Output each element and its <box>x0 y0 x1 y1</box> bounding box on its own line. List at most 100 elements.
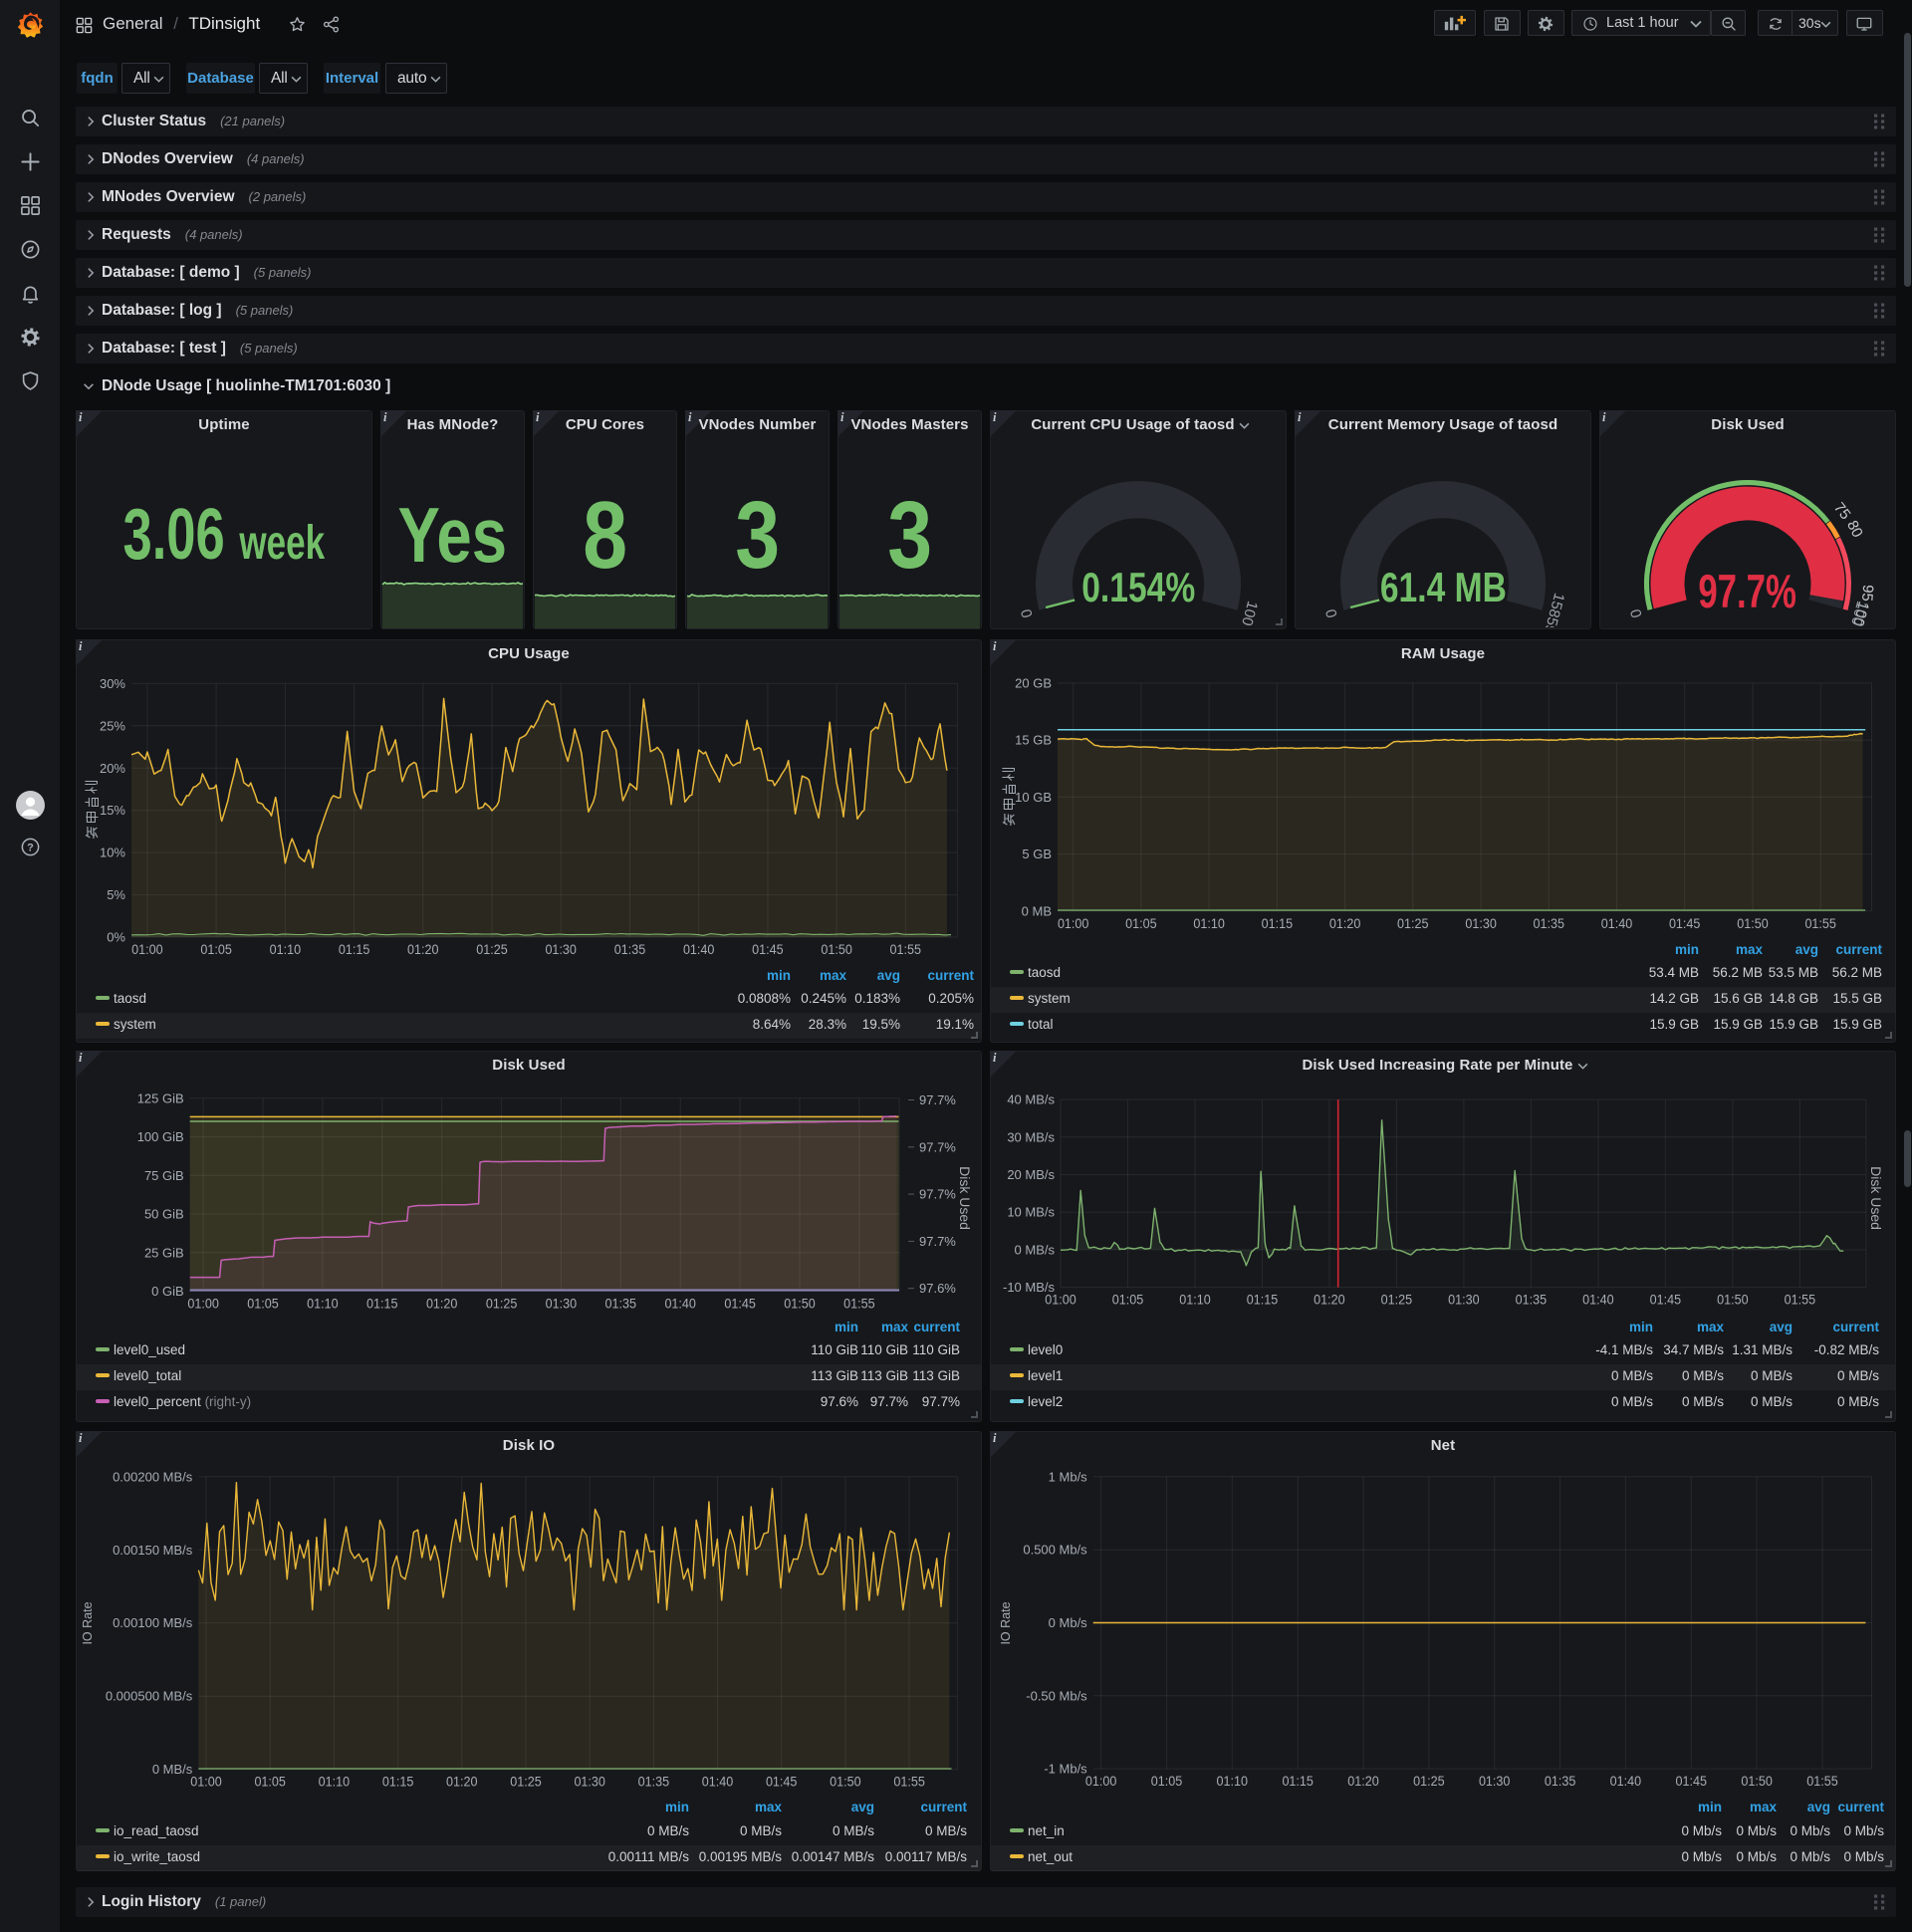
svg-text:0 GiB: 0 GiB <box>151 1284 184 1299</box>
svg-text:01:55: 01:55 <box>843 1297 875 1312</box>
svg-text:15%: 15% <box>100 803 125 818</box>
svg-text:75 GiB: 75 GiB <box>144 1168 184 1183</box>
svg-text:01:05: 01:05 <box>1125 916 1157 931</box>
svg-text:30 MB/s: 30 MB/s <box>1007 1129 1055 1144</box>
svg-text:0.000500 MB/s: 0.000500 MB/s <box>106 1689 193 1704</box>
svg-text:01:30: 01:30 <box>546 1297 578 1312</box>
svg-text:97.7%: 97.7% <box>919 1092 956 1107</box>
svg-text:01:20: 01:20 <box>426 1297 458 1312</box>
svg-text:01:30: 01:30 <box>1448 1293 1480 1308</box>
svg-text:01:20: 01:20 <box>1347 1774 1379 1789</box>
svg-text:01:50: 01:50 <box>830 1775 861 1790</box>
svg-text:125 GiB: 125 GiB <box>137 1090 184 1105</box>
svg-text:01:55: 01:55 <box>1804 916 1836 931</box>
svg-text:20%: 20% <box>100 761 125 776</box>
svg-text:20 GB: 20 GB <box>1015 675 1052 690</box>
svg-text:01:45: 01:45 <box>1669 916 1701 931</box>
svg-text:97.7%: 97.7% <box>919 1187 956 1202</box>
svg-text:01:35: 01:35 <box>1545 1774 1576 1789</box>
svg-text:25%: 25% <box>100 718 125 733</box>
svg-text:01:30: 01:30 <box>1465 916 1497 931</box>
svg-text:01:35: 01:35 <box>614 942 646 957</box>
svg-text:01:45: 01:45 <box>1676 1774 1708 1789</box>
svg-text:01:05: 01:05 <box>254 1775 286 1790</box>
svg-text:0.500 Mb/s: 0.500 Mb/s <box>1023 1543 1087 1558</box>
svg-text:01:30: 01:30 <box>1479 1774 1511 1789</box>
svg-text:01:00: 01:00 <box>131 942 163 957</box>
svg-text:01:25: 01:25 <box>510 1775 542 1790</box>
svg-text:100: 100 <box>1849 600 1872 627</box>
svg-text:1 Mb/s: 1 Mb/s <box>1049 1469 1088 1484</box>
svg-text:-1 Mb/s: -1 Mb/s <box>1044 1762 1087 1777</box>
svg-text:0 MB: 0 MB <box>1022 903 1052 918</box>
svg-text:01:40: 01:40 <box>664 1297 696 1312</box>
svg-text:01:15: 01:15 <box>1282 1774 1314 1789</box>
svg-text:0%: 0% <box>107 930 125 945</box>
svg-text:01:15: 01:15 <box>382 1775 414 1790</box>
svg-text:01:05: 01:05 <box>247 1297 279 1312</box>
svg-text:75: 75 <box>1830 499 1854 523</box>
svg-text:100 GiB: 100 GiB <box>137 1129 184 1144</box>
svg-text:01:40: 01:40 <box>683 942 715 957</box>
svg-text:01:45: 01:45 <box>724 1297 756 1312</box>
svg-text:10%: 10% <box>100 845 125 860</box>
svg-text:01:25: 01:25 <box>1397 916 1429 931</box>
svg-text:01:45: 01:45 <box>766 1775 798 1790</box>
svg-text:-10 MB/s: -10 MB/s <box>1003 1280 1056 1295</box>
svg-text:01:00: 01:00 <box>190 1775 222 1790</box>
svg-text:01:20: 01:20 <box>446 1775 478 1790</box>
svg-text:01:50: 01:50 <box>1741 1774 1773 1789</box>
svg-text:01:25: 01:25 <box>1381 1293 1413 1308</box>
svg-text:01:35: 01:35 <box>638 1775 670 1790</box>
svg-text:01:10: 01:10 <box>270 942 302 957</box>
svg-text:97.6%: 97.6% <box>919 1281 956 1296</box>
svg-text:01:10: 01:10 <box>1193 916 1225 931</box>
svg-text:01:40: 01:40 <box>702 1775 734 1790</box>
svg-text:97.7%: 97.7% <box>919 1139 956 1154</box>
svg-text:01:30: 01:30 <box>545 942 577 957</box>
svg-text:01:00: 01:00 <box>1045 1293 1076 1308</box>
svg-text:10 GB: 10 GB <box>1015 790 1052 805</box>
svg-text:01:00: 01:00 <box>1085 1774 1117 1789</box>
svg-text:01:50: 01:50 <box>1737 916 1769 931</box>
svg-text:01:35: 01:35 <box>1534 916 1565 931</box>
svg-text:01:20: 01:20 <box>407 942 439 957</box>
svg-text:0 Mb/s: 0 Mb/s <box>1049 1615 1088 1630</box>
svg-text:01:25: 01:25 <box>476 942 508 957</box>
svg-text:01:35: 01:35 <box>1516 1293 1548 1308</box>
svg-text:01:20: 01:20 <box>1329 916 1361 931</box>
svg-text:0.00100 MB/s: 0.00100 MB/s <box>113 1615 193 1630</box>
svg-text:01:50: 01:50 <box>821 942 852 957</box>
svg-text:95: 95 <box>1858 584 1876 602</box>
svg-text:01:15: 01:15 <box>1247 1293 1279 1308</box>
svg-text:15 GB: 15 GB <box>1015 733 1052 748</box>
svg-text:01:15: 01:15 <box>339 942 370 957</box>
svg-text:01:40: 01:40 <box>1610 1774 1642 1789</box>
svg-text:40 MB/s: 40 MB/s <box>1007 1092 1055 1107</box>
svg-text:80: 80 <box>1843 518 1866 541</box>
svg-text:01:25: 01:25 <box>1413 1774 1445 1789</box>
svg-text:01:05: 01:05 <box>200 942 232 957</box>
svg-text:100: 100 <box>1238 600 1261 627</box>
svg-text:50 GiB: 50 GiB <box>144 1207 184 1222</box>
svg-text:01:50: 01:50 <box>784 1297 816 1312</box>
svg-text:0.00200 MB/s: 0.00200 MB/s <box>113 1469 193 1484</box>
svg-text:30%: 30% <box>100 676 125 691</box>
svg-text:01:20: 01:20 <box>1314 1293 1345 1308</box>
svg-text:01:00: 01:00 <box>187 1297 219 1312</box>
svg-text:01:55: 01:55 <box>890 942 922 957</box>
svg-text:01:10: 01:10 <box>1179 1293 1211 1308</box>
svg-text:01:05: 01:05 <box>1151 1774 1183 1789</box>
svg-text:01:30: 01:30 <box>574 1775 605 1790</box>
svg-text:25 GiB: 25 GiB <box>144 1245 184 1260</box>
svg-text:20 MB/s: 20 MB/s <box>1007 1167 1055 1182</box>
svg-text:01:40: 01:40 <box>1582 1293 1614 1308</box>
svg-text:01:15: 01:15 <box>366 1297 398 1312</box>
svg-text:01:05: 01:05 <box>1112 1293 1144 1308</box>
svg-text:5%: 5% <box>107 887 125 902</box>
svg-text:01:35: 01:35 <box>605 1297 637 1312</box>
svg-text:01:45: 01:45 <box>1650 1293 1682 1308</box>
svg-text:01:00: 01:00 <box>1058 916 1089 931</box>
svg-text:01:10: 01:10 <box>307 1297 339 1312</box>
svg-text:01:40: 01:40 <box>1601 916 1633 931</box>
